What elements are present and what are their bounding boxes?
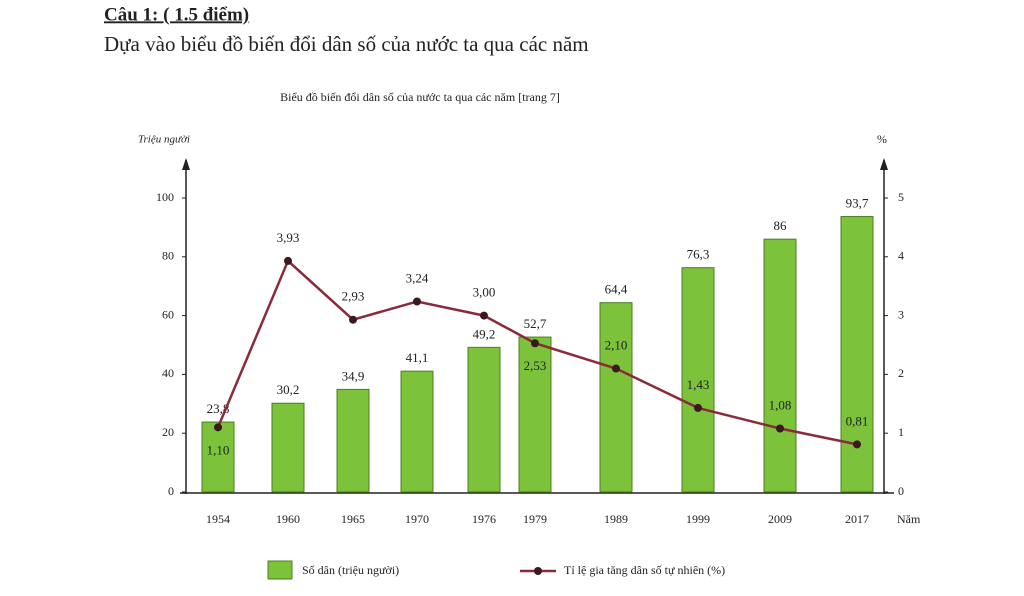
bar <box>271 402 305 493</box>
x-tick-label: 1999 <box>686 512 710 526</box>
bar <box>763 238 797 493</box>
bar-value-label: 49,2 <box>473 326 496 341</box>
rate-value-label: 3,00 <box>473 285 496 300</box>
bar-value-label: 41,1 <box>406 350 429 365</box>
y2-axis-arrow <box>880 158 888 170</box>
rate-point <box>776 424 784 433</box>
rate-value-label: 1,10 <box>207 442 230 457</box>
bar <box>840 216 874 493</box>
y-tick-label: 20 <box>162 425 174 439</box>
question: Câu 1: ( 1.5 điểm) <box>104 4 249 25</box>
y-axis-label: Triệu người <box>138 134 190 146</box>
x-tick-label: 2017 <box>845 512 869 526</box>
x-tick-label: 1965 <box>341 512 365 526</box>
rate-point <box>612 364 620 373</box>
bar <box>400 370 434 493</box>
x-tick-label: 1970 <box>405 512 429 526</box>
y2-tick-label: 0 <box>898 484 904 498</box>
y-axis-arrow <box>182 158 190 170</box>
legend-swatch <box>267 560 293 580</box>
bar-value-label: 52,7 <box>524 316 547 331</box>
rate-value-label: 3,93 <box>277 230 300 245</box>
rate-point <box>284 256 292 265</box>
x-axis-label: Năm <box>897 512 921 526</box>
bar-value-label: 30,2 <box>277 382 300 397</box>
x-tick-label: 1954 <box>206 512 230 526</box>
rate-point <box>413 297 421 306</box>
rate-point <box>531 339 539 348</box>
bar <box>467 346 501 493</box>
rate-value-label: 2,53 <box>524 358 547 373</box>
bar <box>599 302 633 493</box>
bar-value-label: 34,9 <box>342 368 365 383</box>
y-tick-label: 80 <box>162 249 174 263</box>
legend-label: Số dân (triệu người) <box>302 563 399 577</box>
y-tick-label: 0 <box>168 484 174 498</box>
y2-tick-label: 4 <box>898 249 904 263</box>
y2-tick-label: 1 <box>898 425 904 439</box>
bar <box>201 421 235 493</box>
legend-label: Tỉ lệ gia tăng dân số tự nhiên (%) <box>564 563 725 577</box>
rate-value-label: 2,93 <box>342 289 365 304</box>
x-tick-label: 1976 <box>472 512 496 526</box>
y-tick-label: 100 <box>156 190 174 204</box>
x-tick-label: 1960 <box>276 512 300 526</box>
x-tick-label: 1989 <box>604 512 628 526</box>
rate-value-label: 1,43 <box>687 377 710 392</box>
bar <box>681 267 715 493</box>
bar-value-label: 93,7 <box>846 196 869 211</box>
rate-line <box>216 258 858 446</box>
y2-tick-label: 3 <box>898 307 904 321</box>
rate-point <box>214 423 222 432</box>
rate-point <box>694 403 702 412</box>
bar-value-label: 76,3 <box>687 247 710 262</box>
x-tick-label: 1979 <box>523 512 547 526</box>
rate-point <box>349 315 357 324</box>
bar <box>518 336 552 493</box>
rate-value-label: 2,10 <box>605 338 628 353</box>
legend-point <box>534 567 542 575</box>
x-tick-label: 2009 <box>768 512 792 526</box>
chart-title: Biểu đồ biến đổi dân số của nước ta qua … <box>280 90 560 104</box>
bar-value-label: 86 <box>774 218 788 233</box>
y2-tick-label: 2 <box>898 366 904 380</box>
rate-value-label: 3,24 <box>406 270 429 285</box>
bar-value-label: 64,4 <box>605 282 628 297</box>
y-tick-label: 40 <box>162 366 174 380</box>
y-tick-label: 60 <box>162 307 174 321</box>
y2-axis-label: % <box>877 132 887 146</box>
rate-value-label: 1,08 <box>769 397 792 412</box>
rate-value-label: 0,81 <box>846 413 869 428</box>
rate-point <box>480 311 488 320</box>
y2-tick-label: 5 <box>898 190 904 204</box>
bar <box>336 388 370 493</box>
rate-point <box>853 440 861 449</box>
instruction: Dựa vào biểu đồ biến đổi dân số của nước… <box>104 32 589 56</box>
